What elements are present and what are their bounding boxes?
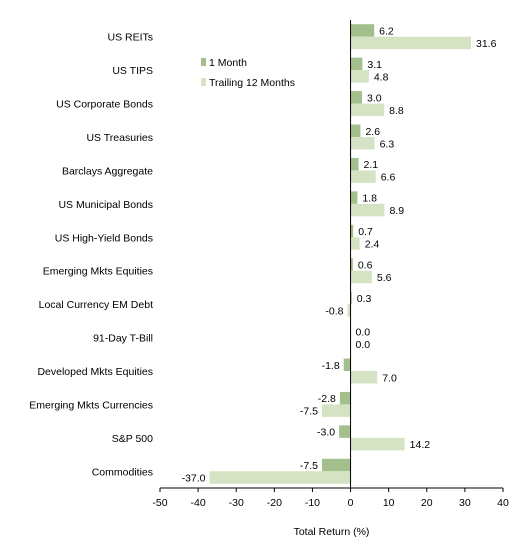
data-label: 6.3 xyxy=(380,138,395,150)
data-label: 14.2 xyxy=(410,439,431,451)
x-tick-label: 20 xyxy=(421,497,433,509)
data-label: 3.0 xyxy=(367,92,382,104)
x-tick-label: 40 xyxy=(497,497,509,509)
bar-1-month xyxy=(350,57,363,71)
category-label: Local Currency EM Debt xyxy=(39,299,153,311)
x-tick-label: -20 xyxy=(267,497,282,509)
legend-swatch-trailing-12-months xyxy=(201,78,206,86)
data-label: 0.6 xyxy=(358,259,373,271)
category-label: US TIPS xyxy=(112,65,153,77)
category-label: Barclays Aggregate xyxy=(62,165,153,177)
bar-1-month xyxy=(321,458,351,472)
x-tick-label: 30 xyxy=(459,497,471,509)
data-label: 0.0 xyxy=(356,339,371,351)
data-label: 0.0 xyxy=(356,326,371,338)
bar-trailing-12-months xyxy=(347,304,351,317)
legend-swatch-1-month xyxy=(201,58,206,66)
bar-1-month xyxy=(350,124,361,137)
category-label: Developed Mkts Equities xyxy=(37,366,153,378)
bar-1-month xyxy=(343,358,351,371)
data-label: 1.8 xyxy=(362,193,377,205)
bar-trailing-12-months xyxy=(209,471,351,484)
category-label: Emerging Mkts Equities xyxy=(43,266,153,278)
value-labels-layer: 6.2 31.6 3.14.8 3.0 8.8 2.66.32.16.6 1.8 8.9 0.7… xyxy=(182,25,497,484)
bar-trailing-12-months xyxy=(350,203,385,217)
x-tick-label: -10 xyxy=(305,497,320,509)
bar-trailing-12-months xyxy=(350,137,375,150)
bars-layer xyxy=(209,24,471,484)
bar-trailing-12-months xyxy=(350,437,405,451)
category-labels-layer: US REITs US TIPS US Corporate Bonds US Trea… xyxy=(29,32,153,479)
data-label: 6.6 xyxy=(381,172,396,184)
bar-1-month xyxy=(350,24,375,37)
bar-1-month xyxy=(339,391,351,405)
bar-trailing-12-months xyxy=(350,237,360,250)
data-label: -7.5 xyxy=(300,406,318,418)
x-axis-title: Total Return (%) xyxy=(294,526,370,538)
bar-1-month xyxy=(350,191,358,204)
data-label: -1.8 xyxy=(322,360,340,372)
legend-label: Trailing 12 Months xyxy=(209,77,295,89)
category-label: US Treasuries xyxy=(86,132,153,144)
data-label: 8.8 xyxy=(389,105,404,117)
category-label: 91-Day T-Bill xyxy=(93,333,153,345)
data-label: 31.6 xyxy=(476,38,497,50)
bar-1-month xyxy=(339,425,351,438)
x-tick-label: 10 xyxy=(383,497,395,509)
x-tick-label: -40 xyxy=(191,497,206,509)
data-label: -37.0 xyxy=(182,473,206,485)
bar-1-month xyxy=(350,224,354,238)
category-label: US Corporate Bonds xyxy=(56,99,153,111)
data-label: -2.8 xyxy=(318,393,336,405)
category-label: US Municipal Bonds xyxy=(58,199,153,211)
bar-trailing-12-months xyxy=(321,404,351,417)
legend: 1 Month Trailing 12 Months xyxy=(201,57,295,89)
legend-label: 1 Month xyxy=(209,57,247,69)
data-label: -7.5 xyxy=(300,460,318,472)
data-label: 0.7 xyxy=(358,226,373,238)
x-tick-label: -30 xyxy=(229,497,244,509)
bar-1-month xyxy=(350,91,362,104)
bar-trailing-12-months xyxy=(350,371,378,384)
data-label: 2.4 xyxy=(365,239,380,251)
data-label: 7.0 xyxy=(382,372,397,384)
bar-trailing-12-months xyxy=(350,103,385,117)
data-label: 5.6 xyxy=(377,272,392,284)
axes-layer: -50 -40 -30 -20 -10 0 10 20 30 40 xyxy=(152,20,509,509)
bar-trailing-12-months xyxy=(350,270,372,284)
bar-trailing-12-months xyxy=(350,70,369,83)
data-label: 2.1 xyxy=(364,159,379,171)
category-label: US High-Yield Bonds xyxy=(55,232,153,244)
category-label: US REITs xyxy=(107,32,153,44)
data-label: 8.9 xyxy=(389,205,404,217)
data-label: 0.3 xyxy=(357,293,372,305)
category-label: S&P 500 xyxy=(112,433,153,445)
bar-1-month xyxy=(350,157,359,171)
category-label: Emerging Mkts Currencies xyxy=(29,399,153,411)
bar-trailing-12-months xyxy=(350,36,471,50)
bar-1-month xyxy=(350,258,353,271)
data-label: 6.2 xyxy=(379,25,394,37)
data-label: 2.6 xyxy=(365,126,380,138)
data-label: -0.8 xyxy=(325,305,343,317)
data-label: 4.8 xyxy=(374,71,389,83)
x-tick-label: 0 xyxy=(348,497,354,509)
x-tick-label: -50 xyxy=(152,497,167,509)
category-label: Commodities xyxy=(92,466,153,478)
bar-trailing-12-months xyxy=(350,170,376,183)
bar-1-month xyxy=(350,291,352,305)
data-label: -3.0 xyxy=(317,427,335,439)
data-label: 3.1 xyxy=(367,59,382,71)
